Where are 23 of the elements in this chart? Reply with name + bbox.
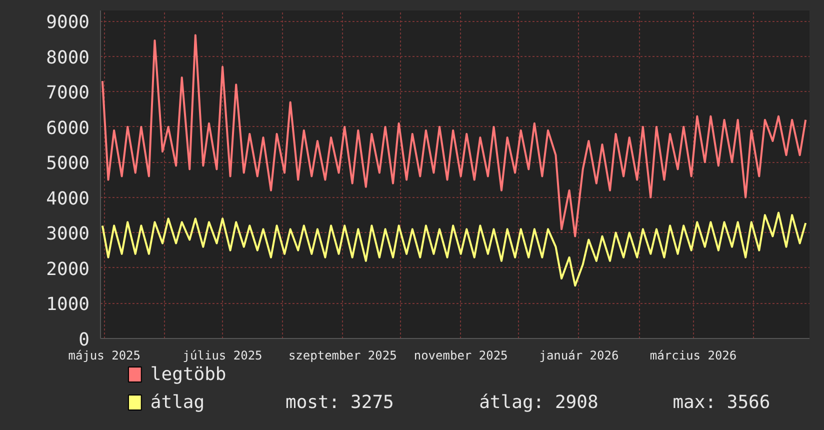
y-tick-label: 2000	[46, 258, 90, 280]
x-tick-label: március 2026	[650, 348, 737, 362]
y-tick-label: 5000	[46, 153, 90, 174]
x-tick-label: szeptember 2025	[288, 348, 397, 362]
x-tick-label: november 2025	[414, 348, 508, 362]
line-series	[101, 34, 807, 238]
line-series	[101, 212, 807, 287]
y-tick-label: 4000	[46, 188, 90, 210]
x-tick-label: május 2025	[68, 348, 140, 362]
y-tick-label: 1000	[46, 294, 90, 316]
x-tick-label: január 2026	[539, 348, 619, 362]
y-tick-label: 3000	[46, 224, 90, 245]
text: átlag: 2908	[479, 392, 598, 413]
y-tick-label: 6000	[46, 118, 90, 139]
text: max: 3566	[672, 392, 770, 413]
legend-label: átlag	[150, 392, 205, 413]
text: most: 3275	[285, 392, 394, 413]
x-tick-label: július 2025	[182, 348, 262, 362]
y-tick-label: 8000	[46, 47, 90, 68]
y-tick-label: 7000	[46, 82, 90, 104]
legend-label: legtöbb	[150, 364, 226, 385]
y-tick-label: 0	[78, 330, 90, 350]
y-tick-label: 9000	[46, 12, 90, 34]
